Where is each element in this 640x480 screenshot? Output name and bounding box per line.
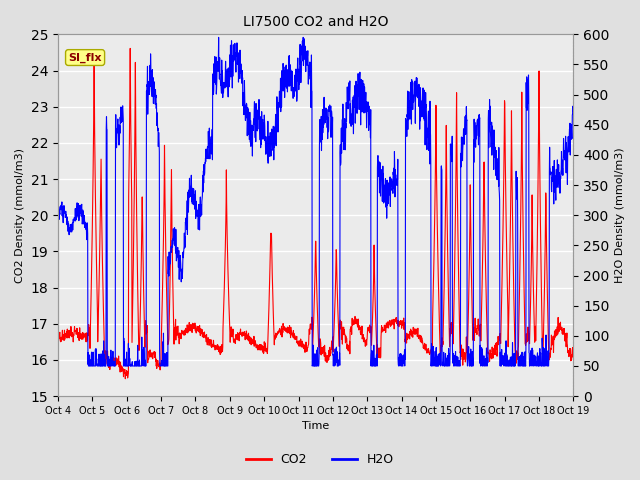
Title: LI7500 CO2 and H2O: LI7500 CO2 and H2O xyxy=(243,15,388,29)
Legend: CO2, H2O: CO2, H2O xyxy=(241,448,399,471)
X-axis label: Time: Time xyxy=(302,421,330,432)
Y-axis label: H2O Density (mmol/m3): H2O Density (mmol/m3) xyxy=(615,147,625,283)
Text: SI_flx: SI_flx xyxy=(68,52,102,63)
Y-axis label: CO2 Density (mmol/m3): CO2 Density (mmol/m3) xyxy=(15,148,25,283)
